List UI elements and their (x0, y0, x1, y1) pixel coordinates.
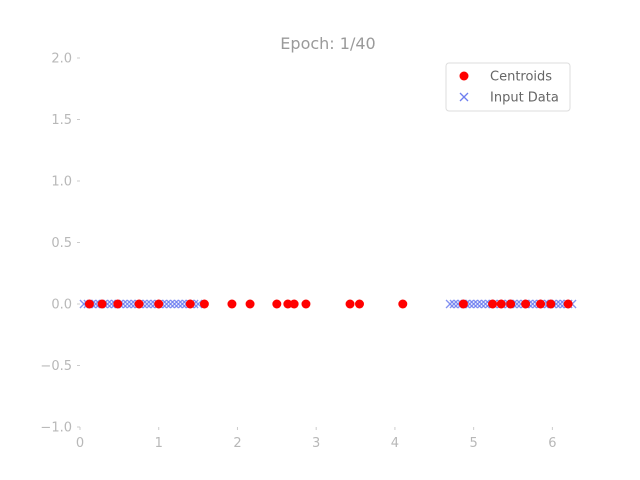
y-tick-label: 1.5 (51, 113, 72, 128)
centroid-point (154, 299, 164, 309)
input-data-point (91, 299, 101, 309)
y-axis: −1.0 −0.5 0.0 0.5 1.0 1.5 2.0 (40, 52, 80, 436)
input-data-point (126, 299, 136, 309)
input-data-point (142, 299, 152, 309)
input-data-point (445, 299, 455, 309)
plot-area (79, 299, 577, 309)
x-axis: 0 1 2 3 4 5 6 (76, 427, 557, 451)
legend-marker-centroids (459, 71, 469, 81)
y-tick-label: 0.5 (51, 236, 72, 251)
input-data-point (477, 299, 486, 309)
x-tick-label: 2 (233, 436, 241, 451)
input-data-point (177, 299, 187, 309)
x-tick-label: 5 (470, 436, 478, 451)
centroid-point (97, 299, 107, 309)
centroid-point (536, 299, 546, 309)
centroid-point (245, 299, 255, 309)
input-data-point (107, 299, 116, 309)
input-data-point (481, 299, 490, 309)
input-data-point (555, 299, 565, 309)
legend-label: Input Data (490, 91, 559, 106)
input-data-point (146, 299, 156, 309)
y-tick-label: 0.0 (51, 298, 72, 313)
legend-label: Centroids (490, 70, 552, 85)
centroid-point (272, 299, 282, 309)
input-data-point (473, 299, 483, 309)
input-data-point (170, 299, 179, 309)
centroid-point (227, 299, 237, 309)
legend-marker-input-data (459, 92, 469, 102)
centroid-point (488, 299, 498, 309)
x-tick-label: 6 (548, 436, 556, 451)
y-tick-label: 1.0 (51, 175, 72, 190)
input-data-point (166, 299, 175, 309)
centroid-point (289, 299, 299, 309)
input-data-point (465, 299, 475, 309)
centroid-point (84, 299, 94, 309)
centroid-point (283, 299, 293, 309)
centroid-point (458, 299, 468, 309)
y-tick-label: 2.0 (51, 52, 72, 67)
input-data-point (528, 299, 538, 309)
centroid-point (185, 299, 195, 309)
centroid-point (345, 299, 355, 309)
centroid-point (134, 299, 144, 309)
x-tick-label: 0 (76, 436, 84, 451)
input-data-point (449, 299, 459, 309)
centroid-point (563, 299, 573, 309)
centroid-point (521, 299, 531, 309)
input-data-point (173, 299, 183, 309)
x-tick-label: 1 (155, 436, 163, 451)
input-data-point (122, 299, 132, 309)
centroid-point (506, 299, 516, 309)
x-tick-label: 4 (391, 436, 399, 451)
centroid-point (354, 299, 364, 309)
input-data-point (512, 299, 522, 309)
y-tick-label: −0.5 (40, 359, 72, 374)
input-data-point (162, 299, 172, 309)
centroid-point (496, 299, 506, 309)
input-data-point (469, 299, 479, 309)
centroid-point (301, 299, 311, 309)
chart-title: Epoch: 1/40 (280, 34, 375, 53)
x-tick-label: 3 (312, 436, 320, 451)
centroid-point (199, 299, 209, 309)
y-tick-label: −1.0 (40, 421, 72, 436)
legend: Centroids Input Data (445, 62, 571, 112)
centroid-point (113, 299, 123, 309)
legend-box (445, 62, 571, 112)
centroid-point (398, 299, 408, 309)
centroid-point (546, 299, 556, 309)
input-data-point (193, 299, 203, 309)
